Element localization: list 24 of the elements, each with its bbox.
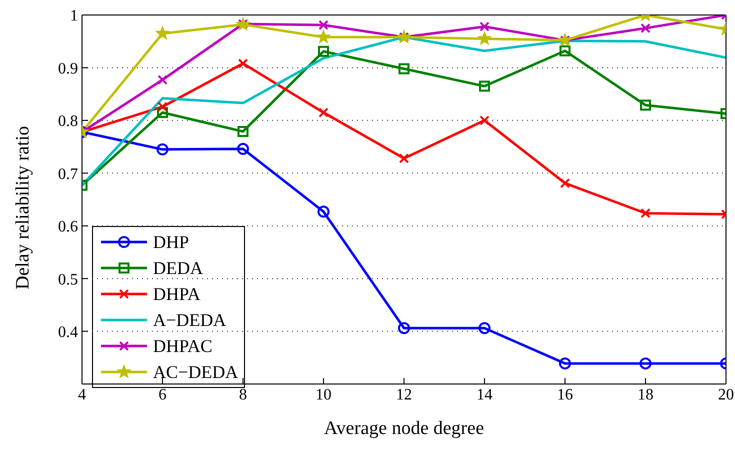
x-tick-label: 10 xyxy=(316,386,332,404)
x-tick-label: 12 xyxy=(396,386,412,404)
x-tick-label: 16 xyxy=(557,386,573,404)
legend-label: DHPAC xyxy=(153,335,212,358)
y-tick-label: 0.4 xyxy=(58,324,78,341)
legend-label: DHP xyxy=(153,231,190,254)
legend-label: A−DEDA xyxy=(153,309,226,332)
x-tick-label: 18 xyxy=(638,386,654,404)
legend-label: DHPA xyxy=(153,283,200,306)
x-axis-title: Average node degree xyxy=(324,418,484,439)
y-tick-label: 0.7 xyxy=(58,166,78,183)
x-tick-label: 14 xyxy=(476,386,492,404)
y-tick-label: 0.5 xyxy=(58,271,78,288)
x-tick-label: 8 xyxy=(239,386,247,404)
legend-label: AC−DEDA xyxy=(153,361,238,384)
x-tick-label: 20 xyxy=(718,386,734,404)
y-tick-label: 1 xyxy=(70,8,78,25)
y-axis-title: Delay reliability ratio xyxy=(12,126,34,290)
legend-label: DEDA xyxy=(153,257,203,280)
y-tick-label: 0.6 xyxy=(58,218,78,236)
y-tick-label: 0.9 xyxy=(58,60,78,78)
y-tick-label: 0.8 xyxy=(58,113,78,130)
x-tick-label: 4 xyxy=(78,386,86,404)
x-tick-label: 6 xyxy=(158,386,166,404)
